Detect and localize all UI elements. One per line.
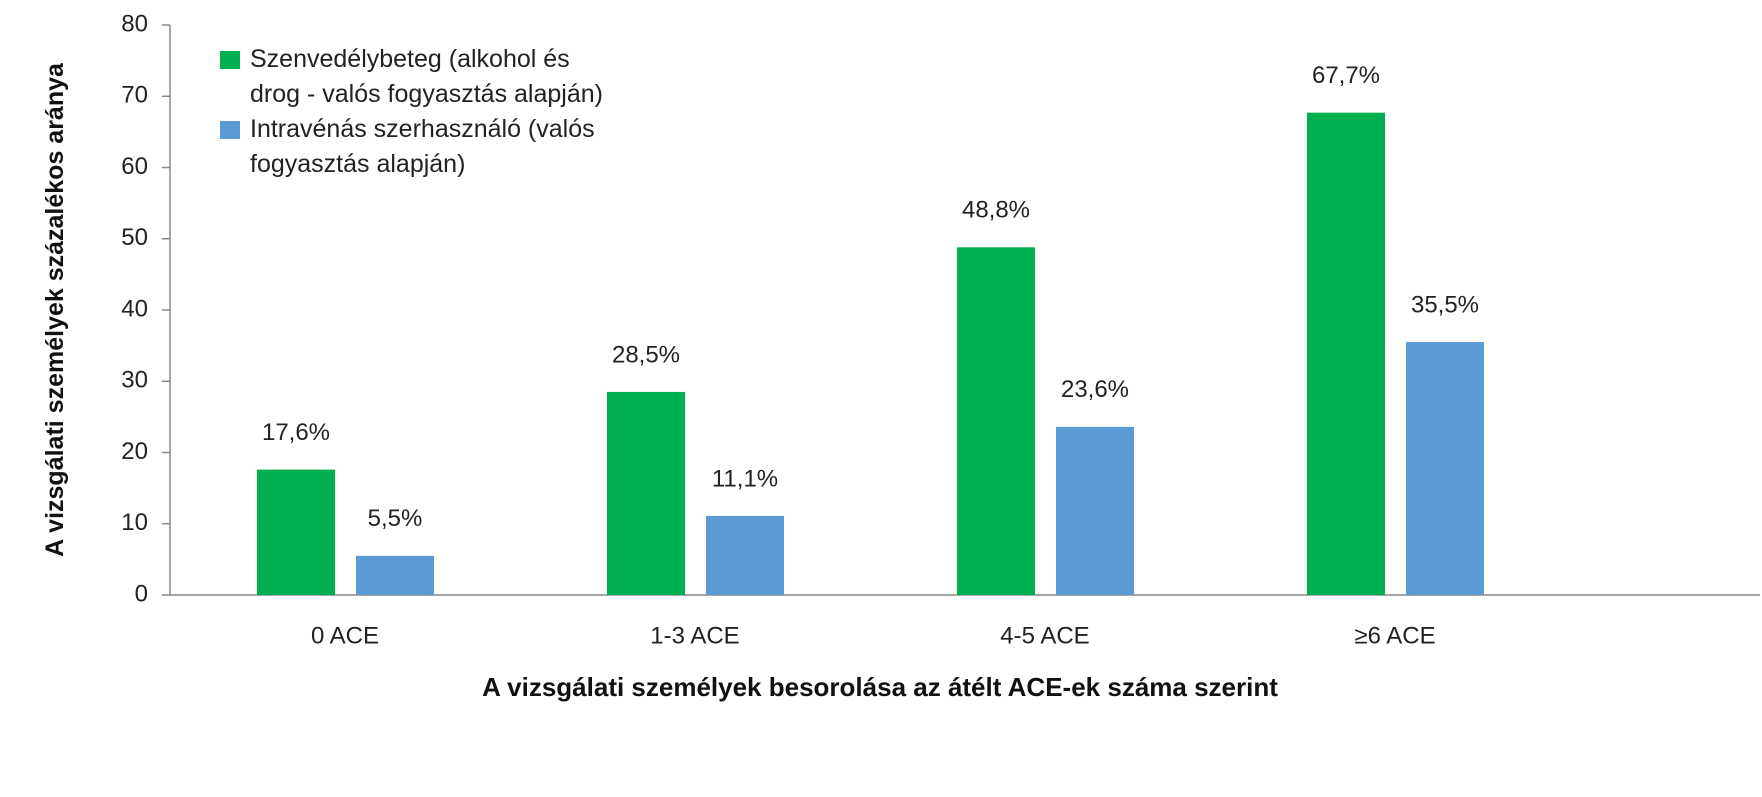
- y-tick-label: 30: [121, 367, 148, 394]
- data-label: 48,8%: [962, 197, 1030, 224]
- y-tick-label: 0: [135, 580, 148, 607]
- data-label: 67,7%: [1312, 62, 1380, 89]
- x-tick-label: ≥6 ACE: [1354, 622, 1435, 649]
- y-tick-label: 40: [121, 295, 148, 322]
- legend-swatch: [220, 121, 240, 139]
- bar: [356, 555, 434, 595]
- bar: [1307, 112, 1385, 595]
- x-tick-label: 0 ACE: [311, 622, 379, 649]
- data-label: 11,1%: [712, 465, 778, 492]
- bar: [1406, 342, 1484, 595]
- y-tick-label: 60: [121, 153, 148, 180]
- legend-swatch: [220, 51, 240, 69]
- data-label: 5,5%: [368, 505, 423, 532]
- data-label: 35,5%: [1411, 291, 1479, 318]
- x-tick-label: 4-5 ACE: [1000, 622, 1089, 649]
- bar: [257, 469, 335, 595]
- bar: [1056, 426, 1134, 595]
- legend-item: Intravénás szerhasználó (valós fogyasztá…: [220, 112, 610, 182]
- legend-label: Szenvedélybeteg (alkohol és drog - valós…: [250, 45, 603, 108]
- legend: Szenvedélybeteg (alkohol és drog - valós…: [220, 42, 610, 182]
- y-tick-label: 70: [121, 82, 148, 109]
- bar: [706, 515, 784, 595]
- legend-label: Intravénás szerhasználó (valós fogyasztá…: [250, 115, 595, 178]
- y-axis-title: A vizsgálati személyek százalékos aránya: [41, 63, 69, 557]
- y-tick-label: 10: [121, 509, 148, 536]
- data-label: 17,6%: [262, 419, 330, 446]
- x-axis-title: A vizsgálati személyek besorolása az áté…: [482, 672, 1278, 702]
- y-tick-label: 20: [121, 438, 148, 465]
- bar: [607, 391, 685, 595]
- y-tick-label: 50: [121, 224, 148, 251]
- bar: [957, 247, 1035, 596]
- legend-item: Szenvedélybeteg (alkohol és drog - valós…: [220, 42, 610, 112]
- data-label: 23,6%: [1061, 376, 1129, 403]
- y-tick-label: 80: [121, 10, 148, 37]
- data-label: 28,5%: [612, 341, 680, 368]
- x-tick-label: 1-3 ACE: [650, 622, 739, 649]
